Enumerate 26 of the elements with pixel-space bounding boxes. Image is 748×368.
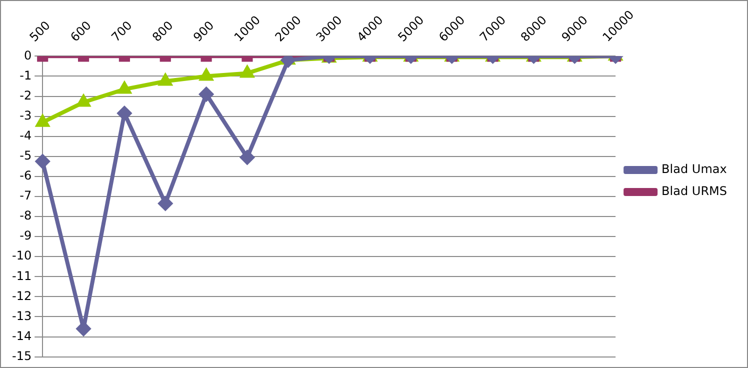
y-tick-label: 0	[24, 48, 32, 62]
y-tick-label: -10	[12, 248, 32, 263]
point	[158, 196, 172, 210]
point	[117, 106, 132, 120]
x-tick-label: 500	[26, 18, 53, 44]
x-tick-label: 800	[150, 18, 176, 44]
y-tick-label: -15	[12, 348, 32, 363]
y-tick-label: -9	[20, 228, 32, 243]
y-tick-label: -14	[12, 328, 32, 343]
y-tick-label: -7	[20, 188, 32, 203]
y-tick-label: -13	[12, 308, 32, 323]
legend-label: Blad Umax	[662, 162, 727, 176]
y-tick-label: -4	[20, 128, 32, 142]
y-tick-label: -2	[20, 88, 32, 102]
y-tick-label: -1	[20, 68, 32, 82]
y-tick-label: -12	[12, 288, 32, 303]
y-tick-label: -5	[20, 148, 32, 163]
legend-label: Blad URMS	[662, 184, 728, 198]
point	[240, 150, 254, 164]
y-tick-label: -3	[20, 108, 32, 122]
x-tick-label: 700	[108, 18, 135, 44]
y-tick-label: -11	[12, 268, 32, 283]
y-tick-label: -6	[20, 168, 32, 183]
x-tick-label: 900	[190, 18, 217, 44]
x-tick-label: 600	[68, 18, 94, 44]
y-tick-label: -8	[20, 208, 32, 223]
